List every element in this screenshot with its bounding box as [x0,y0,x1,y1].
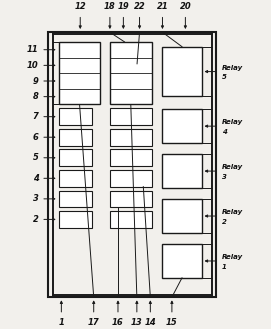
Bar [110,108,152,125]
Text: 8: 8 [33,92,38,101]
Bar [59,190,92,207]
Text: Relay: Relay [222,209,243,215]
Bar [110,42,152,105]
Text: 20: 20 [179,2,191,12]
Text: Relay: Relay [222,119,243,125]
Text: 16: 16 [112,318,124,327]
Text: 11: 11 [27,45,38,54]
Text: 3: 3 [33,194,38,203]
Bar [59,42,101,105]
Bar [59,211,92,228]
Text: 17: 17 [88,318,99,327]
Text: 21: 21 [157,2,168,12]
Text: 4: 4 [33,174,38,183]
Bar [162,47,202,96]
Bar [162,154,202,188]
Text: 2: 2 [33,215,38,224]
Bar [59,129,92,145]
Bar [162,199,202,233]
Text: 6: 6 [33,133,38,142]
Text: 15: 15 [166,318,178,327]
Bar [110,149,152,166]
Text: Relay: Relay [222,164,243,170]
Text: 12: 12 [74,2,86,12]
Text: 3: 3 [222,174,227,180]
Bar [59,108,92,125]
Text: 5: 5 [33,153,38,162]
Bar [59,170,92,187]
Text: 10: 10 [27,61,38,70]
Text: 5: 5 [222,74,227,80]
Text: 19: 19 [118,2,129,12]
Bar [162,244,202,278]
Bar [48,32,216,297]
Text: Relay: Relay [222,65,243,71]
Text: 4: 4 [222,129,227,135]
Text: 22: 22 [134,2,146,12]
Bar [110,211,152,228]
Text: 13: 13 [131,318,143,327]
Text: 18: 18 [104,2,116,12]
Bar [162,109,202,143]
Text: 1: 1 [59,318,64,327]
Bar [110,129,152,145]
Bar [59,149,92,166]
Text: Relay: Relay [222,254,243,260]
Text: 2: 2 [222,219,227,225]
Text: 1: 1 [222,264,227,270]
Text: 14: 14 [144,318,156,327]
Text: 9: 9 [33,77,38,86]
Bar [110,190,152,207]
Text: 7: 7 [33,112,38,121]
Bar [110,170,152,187]
